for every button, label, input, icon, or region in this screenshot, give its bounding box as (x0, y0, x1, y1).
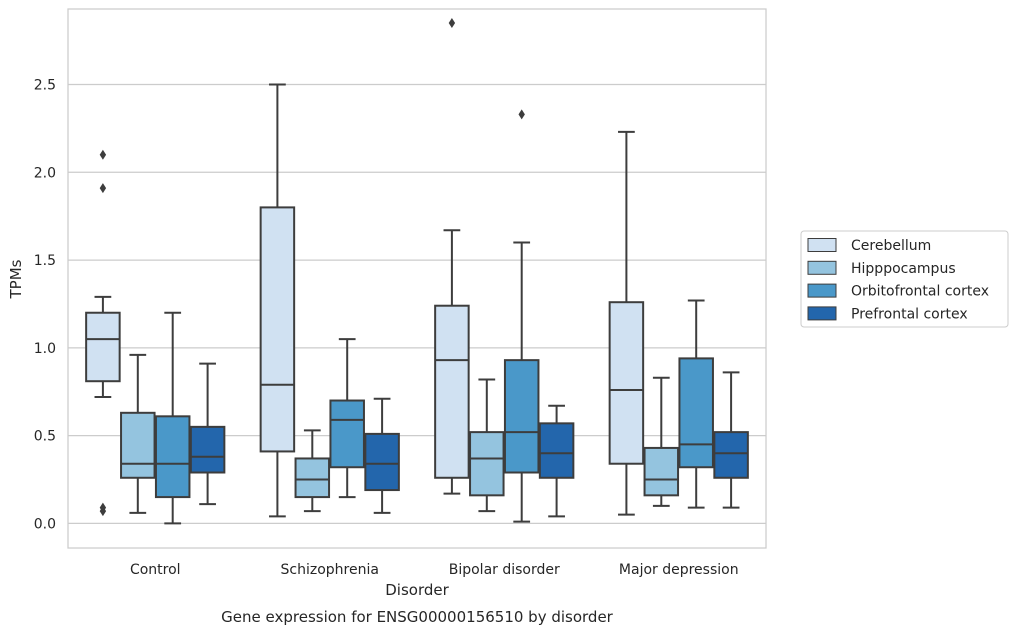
box-hipppocampus (294, 429, 331, 513)
boxes (85, 18, 749, 525)
box-cerebellum (85, 149, 121, 517)
box-prefrontal-cortex (189, 362, 226, 506)
x-tick-label: Control (130, 562, 181, 578)
box-orbitofrontal-cortex (503, 109, 540, 523)
box-orbitofrontal-cortex (329, 338, 365, 499)
legend-label: Hipppocampus (851, 261, 956, 277)
box-body (643, 446, 680, 497)
y-tick-label: 0.5 (34, 429, 56, 445)
box-body (154, 415, 191, 499)
box-orbitofrontal-cortex (678, 299, 714, 509)
x-axis-label: Disorder (385, 581, 449, 599)
legend-swatch (807, 306, 837, 321)
box-cerebellum (434, 18, 470, 495)
box-cerebellum (259, 83, 296, 518)
legend: Cerebellum Hipppocampus Orbitofrontal cort… (800, 230, 1009, 328)
legend-label: Orbitofrontal cortex (851, 284, 989, 300)
plot-area-frame (67, 8, 767, 549)
legend-label: Prefrontal cortex (851, 306, 968, 322)
box-body (364, 432, 400, 492)
box-body (503, 359, 540, 474)
y-tick-labels: 0.0 0.5 1.0 1.5 2.0 2.5 (34, 77, 56, 532)
box-body (294, 457, 331, 499)
y-tick-label: 0.0 (34, 516, 56, 532)
outlier-point (99, 183, 107, 194)
outlier-point (99, 506, 107, 517)
box-hipppocampus (469, 378, 505, 513)
legend-swatch (807, 283, 837, 298)
box-body (608, 301, 645, 465)
y-tick-label: 2.5 (34, 77, 56, 93)
legend-frame (800, 230, 1009, 328)
outlier-point (99, 149, 107, 160)
box-hipppocampus (120, 353, 156, 514)
legend-swatch (807, 260, 837, 275)
y-tick-label: 2.0 (34, 165, 56, 181)
box-cerebellum (608, 130, 645, 516)
box-body (469, 431, 505, 497)
legend-label: Cerebellum (851, 238, 931, 254)
x-tick-label: Major depression (619, 562, 739, 578)
outlier-point (518, 109, 525, 120)
x-tick-label: Schizophrenia (281, 562, 379, 578)
chart-title: Gene expression for ENSG00000156510 by d… (221, 608, 614, 626)
y-axis-label: TPMs (7, 259, 25, 299)
box-body (120, 411, 156, 479)
box-body (329, 399, 365, 469)
box-body (434, 304, 470, 479)
box-body (678, 357, 714, 469)
box-prefrontal-cortex (713, 371, 749, 509)
box-prefrontal-cortex (538, 404, 575, 518)
box-body (259, 206, 296, 453)
x-tick-labels: Control Schizophrenia Bipolar disorder Majo… (130, 562, 739, 578)
box-body (85, 311, 121, 383)
box-body (713, 431, 749, 479)
outlier-point (448, 18, 456, 29)
box-body (538, 422, 575, 479)
box-orbitofrontal-cortex (154, 311, 191, 525)
x-tick-label: Bipolar disorder (449, 562, 560, 578)
box-hipppocampus (643, 376, 680, 507)
legend-swatch (807, 238, 837, 252)
box-body (189, 425, 226, 474)
y-tick-label: 1.0 (34, 341, 56, 357)
y-tick-label: 1.5 (34, 253, 56, 269)
box-prefrontal-cortex (364, 397, 400, 514)
